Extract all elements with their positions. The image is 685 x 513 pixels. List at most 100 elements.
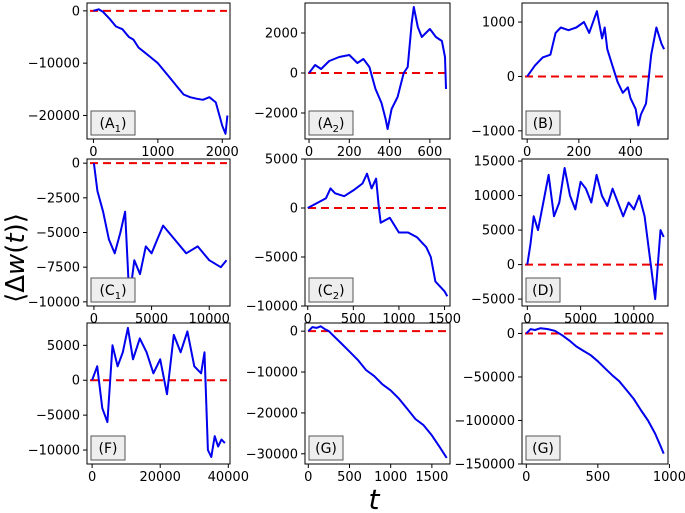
y-tick-label-d-3: 0 <box>507 258 515 273</box>
y-tick-label-c1-3: −7500 <box>36 261 80 276</box>
x-tick-label-a2-2: 400 <box>377 145 402 160</box>
panel-d: 0 5000 10000 15000 10000 5000 0 −5000 (D) <box>471 155 669 327</box>
panel-label-c1: (C1) <box>99 283 126 302</box>
panel-g_right: 0 500 1000 0 −50000 −100000 −150000 (G) <box>454 322 685 485</box>
panel-label-box-b <box>525 110 561 136</box>
y-tick-label-a1-1: −10000 <box>28 57 80 72</box>
panel-label-box-g_right <box>525 435 561 461</box>
panel-label-box-a2 <box>308 110 354 136</box>
panel-label-a1: (A1) <box>100 116 127 135</box>
panel-label-c2: (C2) <box>317 283 344 302</box>
series-line-d-0 <box>526 167 665 301</box>
x-tick-label-g_right-2: 1000 <box>653 470 685 485</box>
panel-label-box-c2 <box>308 277 354 303</box>
plot-frame-a2 <box>304 2 451 140</box>
y-tick-label-b-2: −1000 <box>471 124 515 139</box>
series-line-c2-0 <box>307 172 449 297</box>
x-tick-label-d-2: 10000 <box>613 312 654 327</box>
y-tick-label-c1-0: 0 <box>72 157 80 172</box>
x-tick-label-c2-0: 0 <box>304 312 312 327</box>
panel-label-box-g_left <box>308 435 344 461</box>
x-tick-label-g_right-1: 500 <box>585 470 610 485</box>
y-tick-label-g_left-0: 0 <box>290 325 298 340</box>
y-tick-label-g_left-1: −10000 <box>246 366 298 381</box>
x-tick-label-d-0: 0 <box>523 312 531 327</box>
x-tick-label-b-0: 0 <box>523 145 531 160</box>
panel-a2: 0 200 400 600 2000 0 −2000 (A2) <box>254 2 451 160</box>
panel-g_left: 0 500 1000 1500 0 −10000 −20000 −30000 (G) <box>246 322 451 485</box>
y-tick-label-c1-1: −2500 <box>36 191 80 206</box>
plot-frame-g_right <box>521 322 669 465</box>
panel-c1: 0 5000 10000 0 −2500 −5000 −7500 −10000 (C1) <box>28 157 231 327</box>
x-tick-label-c2-1: 500 <box>341 312 366 327</box>
x-tick-label-g_left-1: 500 <box>337 470 362 485</box>
panel-label-f: (F) <box>99 441 118 457</box>
y-tick-label-f-1: 0 <box>72 374 80 389</box>
series-line-a1-0 <box>93 8 229 135</box>
x-tick-label-d-1: 5000 <box>564 312 597 327</box>
y-tick-label-d-1: 10000 <box>474 189 515 204</box>
series-line-b-0 <box>526 10 666 127</box>
y-tick-label-c1-4: −10000 <box>28 295 80 310</box>
y-tick-label-b-0: 1000 <box>482 16 515 31</box>
panel-label-box-d <box>525 277 561 303</box>
y-tick-label-a1-2: −20000 <box>28 109 80 124</box>
y-tick-label-c2-2: −5000 <box>254 251 298 266</box>
x-tick-label-f-2: 40000 <box>208 470 249 485</box>
panel-label-g_right: (G) <box>532 441 554 457</box>
x-tick-label-g_left-2: 1000 <box>374 470 407 485</box>
plot-frame-c2 <box>304 158 451 307</box>
x-tick-label-c1-1: 5000 <box>135 312 168 327</box>
plot-frame-b <box>521 2 669 140</box>
plot-frame-a1 <box>86 2 231 140</box>
y-tick-label-g_right-3: −150000 <box>454 458 515 473</box>
x-tick-label-g_left-0: 0 <box>304 470 312 485</box>
y-tick-label-c2-3: −10000 <box>246 300 298 315</box>
panel-label-a2: (A2) <box>318 116 345 135</box>
x-tick-label-c2-2: 1000 <box>382 312 415 327</box>
x-tick-label-a2-1: 200 <box>337 145 362 160</box>
x-tick-label-f-0: 0 <box>88 470 96 485</box>
series-line-g_left-0 <box>307 325 448 459</box>
plot-frame-g_left <box>304 322 451 465</box>
panels-group: 0 1000 20000−10000−20000 (A1)0 200 400 6002000… <box>28 2 685 485</box>
x-tick-label-g_left-3: 1500 <box>415 470 448 485</box>
x-tick-label-b-2: 400 <box>618 145 643 160</box>
y-tick-label-b-1: 0 <box>507 70 515 85</box>
panel-c2: 0 500 1000 1500 5000 0 −5000 −10000 (C2) <box>246 153 461 328</box>
y-tick-label-g_left-3: −30000 <box>246 447 298 462</box>
x-axis-label: t <box>369 483 381 513</box>
x-tick-label-a1-0: 0 <box>89 145 97 160</box>
y-tick-label-a2-1: 0 <box>290 67 298 82</box>
series-line-a2-0 <box>308 6 447 130</box>
plot-frame-f <box>86 322 231 465</box>
x-tick-label-c1-2: 10000 <box>189 312 230 327</box>
y-tick-label-a1-0: 0 <box>72 4 80 19</box>
panel-label-b: (B) <box>533 116 554 132</box>
y-tick-label-c1-2: −5000 <box>36 226 80 241</box>
y-tick-label-f-3: −10000 <box>28 444 80 459</box>
panel-a1: 0 1000 2000 0 −10000 −20000 (A1) <box>28 2 239 160</box>
series-line-c1-0 <box>92 163 228 289</box>
y-tick-label-d-2: 5000 <box>482 224 515 239</box>
x-tick-label-a1-1: 1000 <box>141 145 174 160</box>
panel-f: 0 20000 40000 5000 0 −5000 −10000 (F) <box>28 322 249 485</box>
x-tick-label-g_right-0: 0 <box>522 470 530 485</box>
y-tick-label-a2-2: −2000 <box>254 107 298 122</box>
panel-b: 0 200 400 1000 0 −1000 (B) <box>471 2 669 160</box>
y-tick-label-g_right-1: −50000 <box>463 370 515 385</box>
y-tick-label-f-0: 5000 <box>47 339 80 354</box>
plot-frame-d <box>521 158 669 307</box>
panel-label-box-c1 <box>90 277 136 303</box>
y-tick-label-c2-0: 5000 <box>265 153 298 168</box>
panel-label-d: (D) <box>532 283 554 299</box>
x-tick-label-c1-0: 0 <box>90 312 98 327</box>
x-tick-label-f-1: 20000 <box>140 470 181 485</box>
x-tick-label-a1-2: 2000 <box>206 145 239 160</box>
x-tick-label-a2-0: 0 <box>305 145 313 160</box>
x-tick-label-b-1: 200 <box>566 145 591 160</box>
y-tick-label-d-0: 15000 <box>474 155 515 170</box>
y-tick-label-f-2: −5000 <box>36 409 80 424</box>
panel-label-box-a1 <box>90 110 136 136</box>
